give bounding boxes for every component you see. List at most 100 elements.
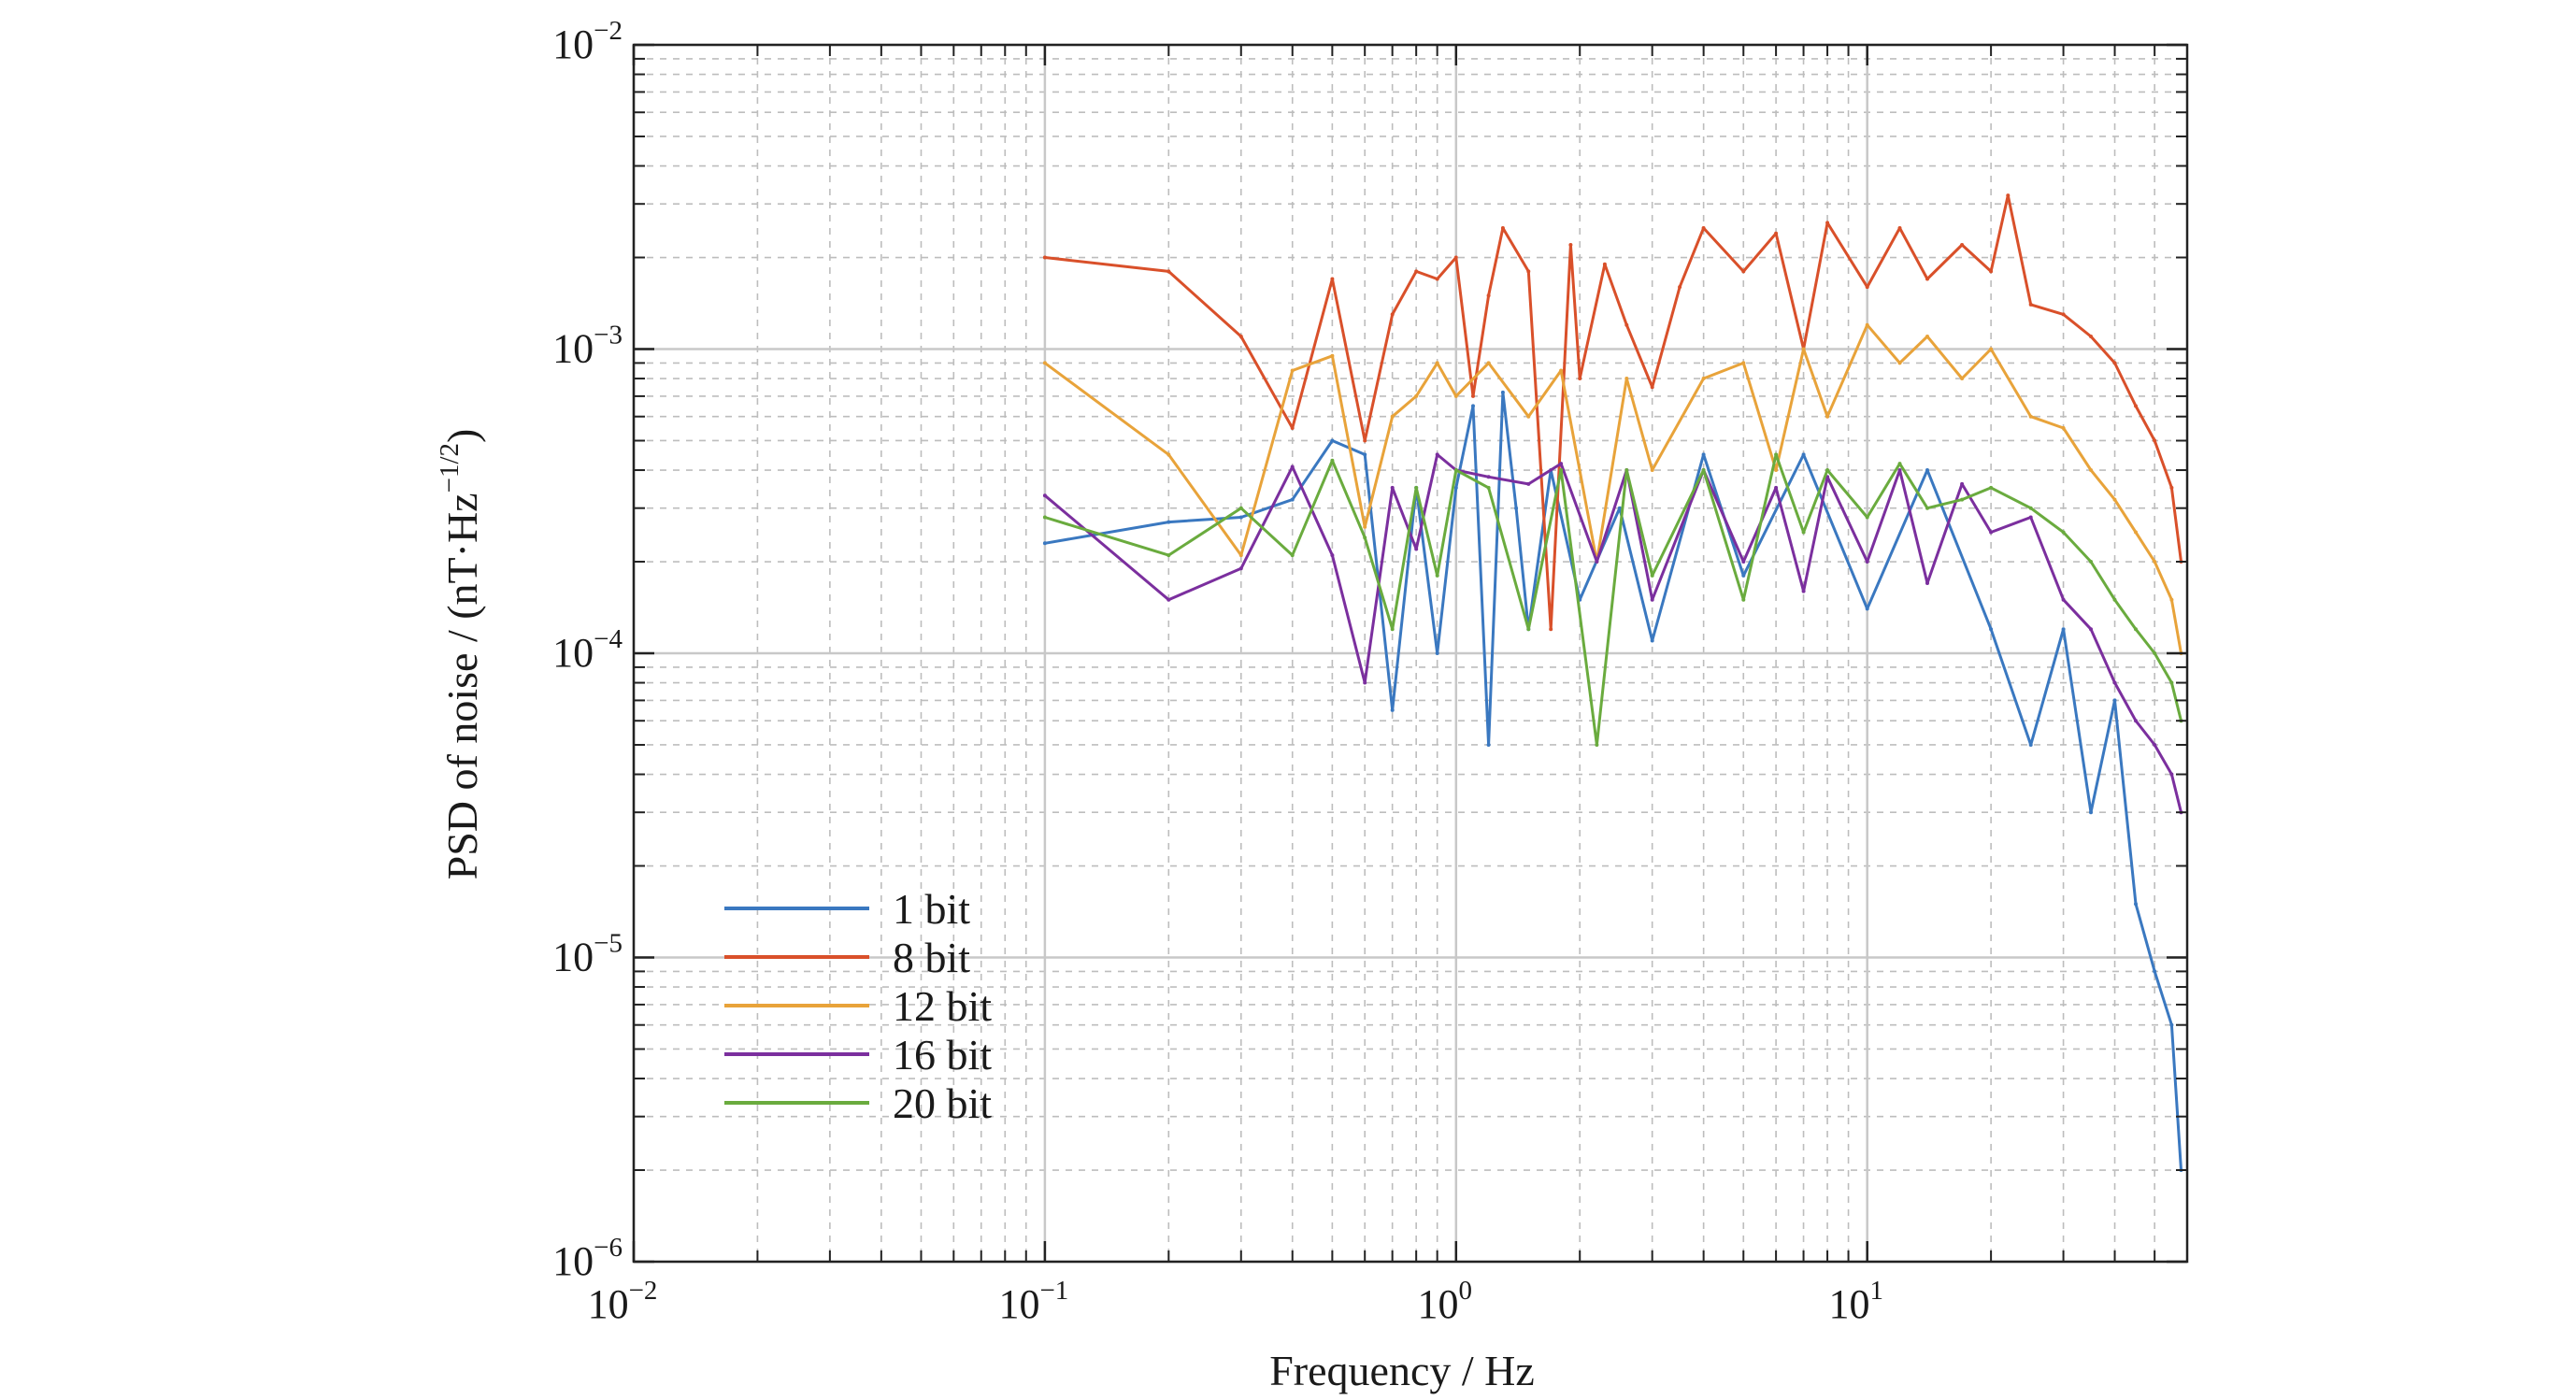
series-point-16-bit xyxy=(2134,719,2138,723)
series-point-12-bit xyxy=(1624,377,1629,380)
series-point-1-bit xyxy=(1741,573,1746,578)
series-point-16-bit xyxy=(1390,485,1395,490)
series-line-12-bit xyxy=(1044,323,2182,654)
series-point-20-bit xyxy=(2134,627,2138,632)
y-axis-label-close: ) xyxy=(438,429,486,443)
series-point-20-bit xyxy=(1801,530,1806,535)
x-tick-label-exponent: 0 xyxy=(1459,1276,1473,1306)
x-tick-label: 10−1 xyxy=(998,1276,1068,1327)
y-tick-label: 10−3 xyxy=(552,321,623,372)
y-axis-label: PSD of noise / (nT·Hz−1/2) xyxy=(435,429,486,880)
x-tick-label-base: 10 xyxy=(998,1281,1039,1327)
series-point-1-bit xyxy=(1330,438,1335,443)
y-tick-label-exponent: −5 xyxy=(594,929,623,959)
x-tick-label: 10−2 xyxy=(588,1276,658,1327)
series-point-8-bit xyxy=(2134,404,2138,408)
series-point-20-bit xyxy=(1559,468,1564,472)
series-point-16-bit xyxy=(1801,589,1806,593)
series-point-8-bit xyxy=(2089,335,2093,338)
series-point-16-bit xyxy=(1042,493,1047,498)
series-point-8-bit xyxy=(1471,393,1475,398)
series-point-12-bit xyxy=(1960,377,1965,380)
series-point-20-bit xyxy=(1701,468,1706,472)
series-point-20-bit xyxy=(1290,553,1295,558)
series-point-12-bit xyxy=(2089,468,2093,472)
series-point-20-bit xyxy=(1390,627,1395,632)
series-point-1-bit xyxy=(1617,506,1622,510)
series-point-12-bit xyxy=(1526,414,1531,419)
x-tick-label: 100 xyxy=(1418,1276,1473,1327)
y-tick-label-exponent: −3 xyxy=(594,321,623,350)
x-tick-label-exponent: −2 xyxy=(629,1276,658,1306)
series-point-12-bit xyxy=(1989,347,1994,351)
legend-label-20-bit: 20 bit xyxy=(893,1079,992,1127)
series-point-20-bit xyxy=(2089,560,2093,564)
y-tick-label-exponent: −4 xyxy=(594,624,623,654)
axis-ticks xyxy=(632,43,2188,1264)
series-point-1-bit xyxy=(1650,638,1654,643)
x-tick-label-base: 10 xyxy=(588,1281,629,1327)
series-point-1-bit xyxy=(1989,627,1994,632)
series-point-8-bit xyxy=(1578,377,1582,380)
series-point-12-bit xyxy=(2153,560,2157,564)
series-point-16-bit xyxy=(1486,475,1491,479)
y-tick-label-base: 10 xyxy=(552,1238,594,1284)
series-point-1-bit xyxy=(1453,485,1458,490)
series-point-1-bit xyxy=(1500,390,1505,394)
series-point-1-bit xyxy=(2169,1022,2174,1027)
series-point-8-bit xyxy=(1989,269,1994,274)
series-point-8-bit xyxy=(1363,438,1367,443)
series-point-1-bit xyxy=(1801,452,1806,457)
series-point-8-bit xyxy=(2153,438,2157,443)
series-point-16-bit xyxy=(1774,485,1779,490)
series-point-20-bit xyxy=(1825,468,1830,472)
series-point-16-bit xyxy=(1526,481,1531,486)
series-point-1-bit xyxy=(1701,452,1706,457)
series-point-16-bit xyxy=(2089,627,2093,632)
series-point-8-bit xyxy=(2028,302,2033,307)
series-point-1-bit xyxy=(1290,497,1295,502)
series-point-16-bit xyxy=(2169,772,2174,777)
series-point-16-bit xyxy=(1865,560,1869,564)
series-point-16-bit xyxy=(1330,553,1335,558)
x-tick-label: 101 xyxy=(1828,1276,1883,1327)
y-tick-label-exponent: −2 xyxy=(594,16,623,46)
series-point-1-bit xyxy=(1390,707,1395,712)
series-point-1-bit xyxy=(1238,515,1243,520)
series-point-20-bit xyxy=(1414,485,1419,490)
series-point-1-bit xyxy=(1925,468,1929,472)
series-point-8-bit xyxy=(1825,221,1830,225)
series-point-20-bit xyxy=(1453,468,1458,472)
series-point-8-bit xyxy=(2061,312,2066,317)
series-point-16-bit xyxy=(1595,560,1599,564)
series-point-12-bit xyxy=(1238,553,1243,558)
series-point-12-bit xyxy=(1390,414,1395,419)
series-point-8-bit xyxy=(1897,226,1902,230)
series-point-1-bit xyxy=(2028,743,2033,747)
series-point-16-bit xyxy=(1238,566,1243,571)
series-point-20-bit xyxy=(2169,680,2174,685)
y-tick-label: 10−5 xyxy=(552,929,623,980)
series-point-20-bit xyxy=(1166,553,1171,558)
series-point-1-bit xyxy=(1486,743,1491,747)
series-point-20-bit xyxy=(1330,458,1335,463)
series-point-8-bit xyxy=(1414,269,1419,274)
legend-label-12-bit: 12 bit xyxy=(893,982,992,1030)
series-point-8-bit xyxy=(1435,277,1439,281)
series-point-8-bit xyxy=(1925,277,1929,281)
series-point-16-bit xyxy=(1925,581,1929,585)
series-point-12-bit xyxy=(1486,361,1491,365)
series-point-8-bit xyxy=(1390,312,1395,317)
series-point-20-bit xyxy=(2061,530,2066,535)
y-tick-label-base: 10 xyxy=(552,935,594,980)
series-point-12-bit xyxy=(1453,393,1458,398)
series-point-8-bit xyxy=(1453,255,1458,260)
series-point-16-bit xyxy=(1559,462,1564,466)
series-point-12-bit xyxy=(1166,452,1171,457)
series-point-20-bit xyxy=(1624,468,1629,472)
y-axis-label-main: PSD of noise / (nT·Hz xyxy=(438,493,486,879)
series-point-20-bit xyxy=(1989,485,1994,490)
series-point-1-bit xyxy=(1435,651,1439,655)
series-point-1-bit xyxy=(2134,902,2138,907)
